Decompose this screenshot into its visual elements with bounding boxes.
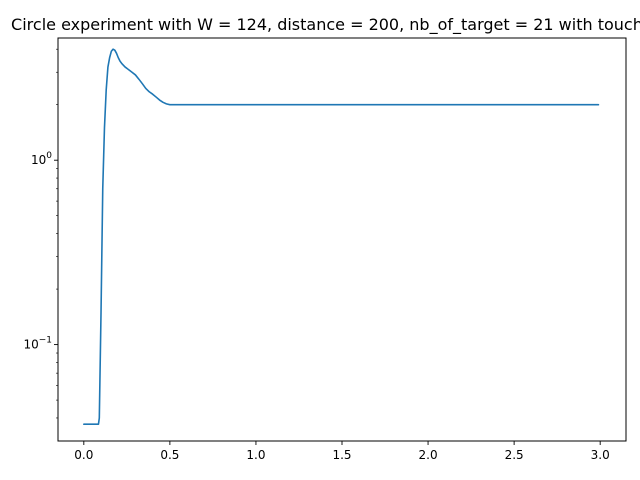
y-tick-label: 10−1 [23, 336, 52, 352]
x-tick-label: 0.5 [160, 448, 179, 462]
x-tick-label: 2.5 [505, 448, 524, 462]
axes-frame [57, 37, 627, 442]
y-tick-label: 100 [31, 151, 52, 167]
x-tick-label: 0.0 [74, 448, 93, 462]
x-tick-label: 3.0 [591, 448, 610, 462]
series-line [83, 48, 600, 426]
plot-area: 0.0 0.5 1.0 1.5 2.0 2.5 3.0 10−1 100 [23, 48, 610, 462]
x-tick-label: 1.5 [332, 448, 351, 462]
x-tick-label: 2.0 [419, 448, 438, 462]
chart-title: Circle experiment with W = 124, distance… [11, 15, 640, 35]
x-tick-label: 1.0 [246, 448, 265, 462]
